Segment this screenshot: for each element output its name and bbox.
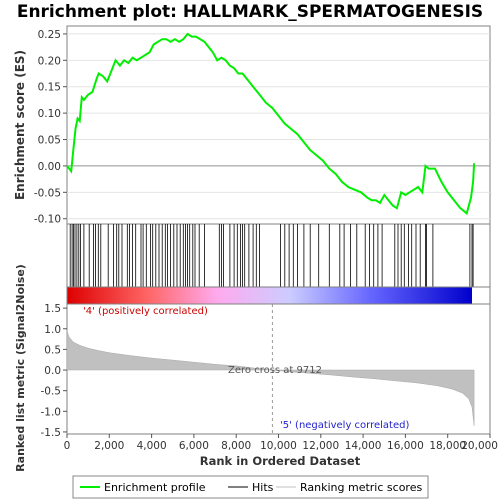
positively-correlated-label: '4' (positively correlated) [83, 306, 208, 317]
es-y-tick-label: -0.10 [34, 214, 61, 226]
legend-enrichment-label: Enrichment profile [104, 481, 206, 494]
metric-y-ticks: -1.5 -1.0 -0.5 0.0 0.5 1.0 1.5 [41, 303, 67, 439]
es-panel-frame [66, 25, 491, 225]
legend-metric-label: Ranking metric scores [300, 481, 422, 494]
metric-y-tick-label: 1.0 [44, 324, 61, 336]
x-tick-label: 10,000 [260, 440, 297, 452]
metric-y-tick-label: -1.0 [41, 406, 62, 418]
es-y-tick-label: -0.05 [34, 187, 61, 199]
metric-y-axis-label: Ranked list metric (Signal2Noise) [14, 264, 27, 472]
negatively-correlated-label: '5' (negatively correlated) [280, 420, 409, 431]
x-tick-label: 20,000 [461, 440, 498, 452]
es-y-ticks: -0.10 -0.05 0.00 0.05 0.10 0.15 0.20 0.25 [34, 29, 67, 226]
metric-y-tick-label: 1.5 [44, 303, 61, 315]
ranking-color-bar [67, 287, 472, 304]
x-tick-label: 2,000 [94, 440, 124, 452]
x-tick-label: 12,000 [302, 440, 339, 452]
metric-y-tick-label: 0.0 [44, 365, 61, 377]
x-axis-label: Rank in Ordered Dataset [200, 454, 361, 468]
chart-title: Enrichment plot: HALLMARK_SPERMATOGENESI… [17, 2, 483, 22]
metric-y-tick-label: -1.5 [41, 427, 62, 439]
metric-y-tick-label: -0.5 [41, 386, 62, 398]
es-y-tick-label: 0.15 [38, 82, 61, 94]
es-y-tick-label: 0.10 [38, 108, 61, 120]
x-tick-label: 6,000 [179, 440, 209, 452]
legend-box [72, 475, 429, 499]
metric-y-tick-label: 0.5 [44, 344, 61, 356]
x-tick-label: 4,000 [137, 440, 167, 452]
es-y-axis-label: Enrichment score (ES) [13, 50, 27, 200]
x-tick-label: 14,000 [345, 440, 382, 452]
x-axis-ticks: 0 2,000 4,000 6,000 8,000 10,000 12,000 14,000 1… [64, 434, 498, 452]
es-y-tick-label: 0.05 [38, 135, 61, 147]
es-y-tick-label: 0.00 [38, 161, 61, 173]
x-tick-label: 16,000 [387, 440, 424, 452]
es-y-tick-label: 0.20 [38, 55, 61, 67]
legend-hits-label: Hits [252, 481, 274, 494]
hits-markers [69, 224, 474, 287]
zero-cross-label: Zero cross at 9712 [228, 365, 322, 376]
x-tick-label: 0 [64, 440, 71, 452]
enrichment-profile-line [66, 32, 476, 216]
x-tick-label: 18,000 [429, 440, 466, 452]
es-y-tick-label: 0.25 [38, 29, 61, 41]
hits-panel-frame [66, 223, 491, 288]
x-tick-label: 8,000 [221, 440, 251, 452]
